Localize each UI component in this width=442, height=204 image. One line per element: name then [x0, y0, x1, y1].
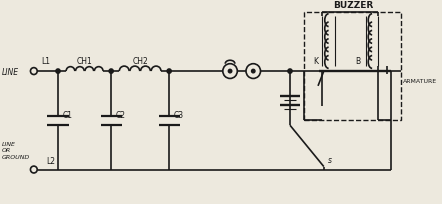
Circle shape — [251, 70, 255, 73]
Circle shape — [167, 70, 171, 74]
Text: CH2: CH2 — [132, 57, 148, 65]
Circle shape — [30, 68, 37, 75]
Circle shape — [229, 70, 232, 73]
Text: BUZZER: BUZZER — [333, 1, 373, 10]
Circle shape — [288, 70, 292, 74]
Text: LINE
OR
GROUND: LINE OR GROUND — [2, 141, 30, 159]
Circle shape — [56, 70, 60, 74]
Text: B: B — [355, 57, 360, 66]
Text: ARMATURE: ARMATURE — [403, 79, 437, 84]
Circle shape — [30, 166, 37, 173]
Text: C2: C2 — [116, 111, 126, 120]
Text: L1: L1 — [42, 57, 50, 65]
Text: K: K — [313, 57, 319, 66]
Circle shape — [109, 70, 113, 74]
Bar — [305, 13, 401, 121]
Text: CH1: CH1 — [77, 57, 92, 65]
Text: C1: C1 — [63, 111, 73, 120]
Text: s: s — [328, 155, 332, 164]
Circle shape — [246, 64, 260, 79]
Text: L2: L2 — [46, 156, 55, 165]
Text: LINE: LINE — [2, 67, 19, 76]
Circle shape — [223, 64, 237, 79]
Text: C3: C3 — [174, 111, 184, 120]
